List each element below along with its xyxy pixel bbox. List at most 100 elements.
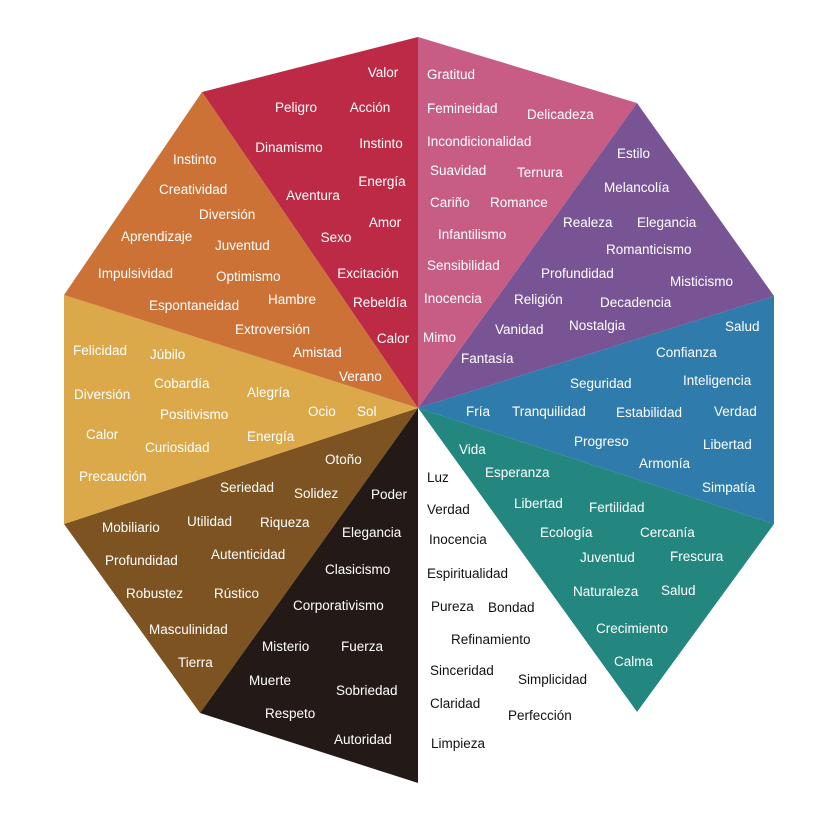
word-purple-8: Decadencia [600,295,672,310]
word-orange-5: Impulsividad [98,266,173,281]
word-orange-3: Aprendizaje [121,229,192,244]
word-orange-7: Hambre [268,292,316,307]
segment-teal [418,408,774,712]
word-blue-0: Salud [725,319,760,334]
word-teal-11: Calma [614,654,654,669]
word-pink-10: Inocencia [424,291,482,306]
word-orange-6: Optimismo [216,269,281,284]
word-yellow-6: Ocio [308,404,336,419]
word-yellow-10: Energía [247,429,295,444]
word-blue-7: Verdad [714,404,757,419]
word-blue-11: Simpatía [702,480,756,495]
word-brown-3: Mobiliario [102,520,160,535]
word-teal-3: Fertilidad [589,500,645,515]
word-black-4: Misterio [262,639,309,654]
word-black-8: Respeto [265,706,315,721]
word-white-0: Luz [427,470,449,485]
word-brown-10: Masculinidad [149,622,228,637]
word-brown-6: Profundidad [105,553,178,568]
word-red-8: Sexo [321,230,352,245]
word-black-5: Fuerza [341,639,384,654]
word-purple-11: Fantasía [461,351,514,366]
word-black-0: Poder [371,487,408,502]
word-black-1: Elegancia [342,525,402,540]
word-teal-5: Cercanía [640,525,695,540]
word-blue-4: Fría [466,404,490,419]
word-yellow-9: Curiosidad [145,440,210,455]
word-pink-5: Ternura [517,165,563,180]
word-purple-10: Vanidad [495,322,544,337]
word-teal-4: Ecología [540,525,593,540]
segment-blue [418,296,774,524]
segment-yellow [64,295,418,524]
word-teal-6: Juventud [580,550,635,565]
word-purple-0: Estilo [617,146,650,161]
word-white-5: Bondad [488,600,535,615]
word-yellow-1: Júbilo [150,347,185,362]
word-red-5: Energía [358,174,406,189]
word-yellow-8: Calor [86,427,119,442]
word-yellow-0: Felicidad [73,343,127,358]
word-black-6: Muerte [249,673,291,688]
word-purple-6: Misticismo [670,274,733,289]
word-orange-1: Creatividad [159,182,227,197]
word-red-9: Excitación [337,266,399,281]
word-blue-2: Seguridad [570,376,632,391]
word-pink-9: Sensibilidad [427,258,500,273]
word-red-1: Peligro [275,100,317,115]
word-white-4: Pureza [431,599,474,614]
segment-white [418,408,637,783]
word-blue-8: Progreso [574,434,629,449]
words-layer: Valor Peligro Acción Dinamismo Instinto Energ… [73,65,760,751]
word-orange-9: Extroversión [235,322,310,337]
word-teal-7: Frescura [670,549,724,564]
word-brown-0: Otoño [325,452,362,467]
word-teal-1: Esperanza [485,465,550,480]
word-blue-10: Armonía [639,456,691,471]
word-brown-1: Seriedad [220,480,274,495]
word-white-2: Inocencia [429,532,487,547]
word-teal-0: Vida [459,442,486,457]
word-pink-4: Suavidad [430,163,486,178]
word-purple-7: Religión [514,292,563,307]
word-red-7: Amor [369,215,402,230]
word-brown-5: Riqueza [260,515,310,530]
word-brown-9: Rústico [214,586,259,601]
word-pink-7: Romance [490,195,548,210]
word-red-4: Instinto [359,136,403,151]
word-brown-7: Autenticidad [211,547,285,562]
word-blue-3: Inteligencia [683,373,752,388]
word-orange-11: Verano [339,369,382,384]
segment-purple [418,103,774,408]
word-black-9: Autoridad [334,732,392,747]
word-pink-8: Infantilismo [438,227,506,242]
word-yellow-3: Alegría [247,385,290,400]
word-blue-6: Estabilidad [616,405,682,420]
word-orange-2: Diversión [199,207,255,222]
word-black-2: Clasicismo [325,562,390,577]
word-white-11: Limpieza [431,736,486,751]
word-purple-5: Profundidad [541,266,614,281]
word-purple-2: Realeza [563,215,613,230]
word-red-0: Valor [368,65,399,80]
word-purple-1: Melancolía [604,180,670,195]
word-red-10: Rebeldía [353,295,408,310]
word-black-3: Corporativismo [293,598,384,613]
word-white-8: Simplicidad [518,672,587,687]
word-white-10: Perfección [508,708,572,723]
word-white-9: Claridad [430,696,480,711]
word-white-1: Verdad [427,502,470,517]
word-yellow-7: Sol [357,404,377,419]
word-teal-9: Salud [661,583,696,598]
word-orange-8: Espontaneidad [149,298,239,313]
word-red-3: Dinamismo [255,140,323,155]
word-pink-2: Delicadeza [527,107,594,122]
word-red-6: Aventura [286,188,340,203]
segment-brown [64,408,418,713]
word-teal-2: Libertad [514,496,563,511]
word-pink-3: Incondicionalidad [427,134,531,149]
word-blue-5: Tranquilidad [512,404,586,419]
word-blue-9: Libertad [703,437,752,452]
word-brown-8: Robustez [126,586,183,601]
